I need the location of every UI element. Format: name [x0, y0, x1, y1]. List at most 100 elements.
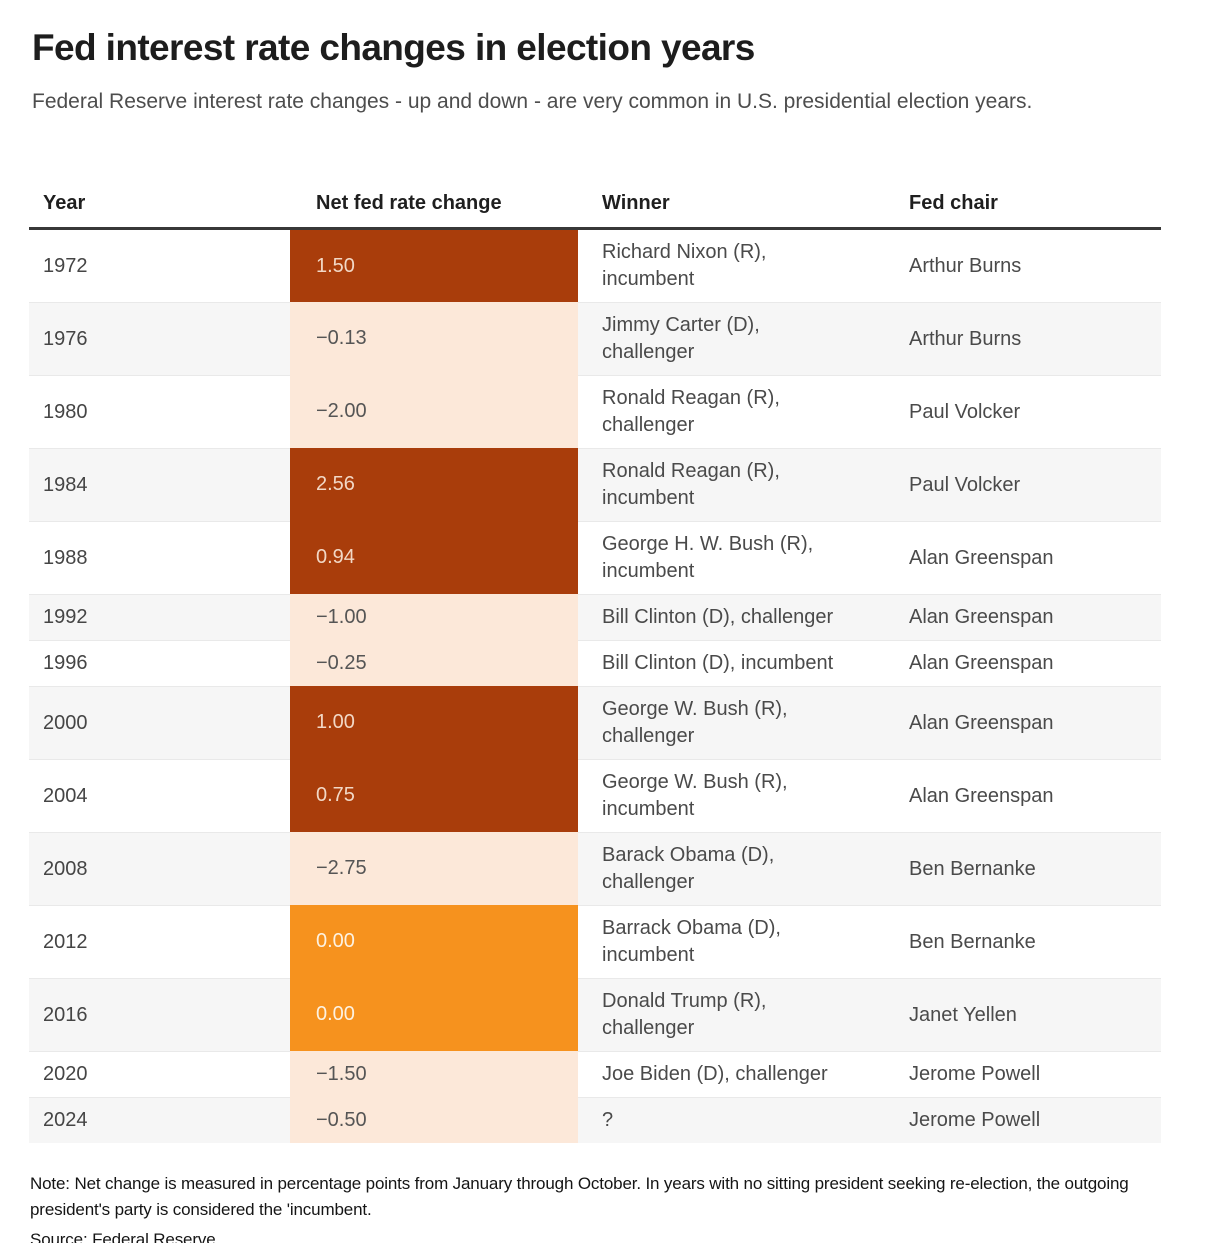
fed-chair-value: Arthur Burns [909, 254, 1022, 277]
column-header-winner: Winner [602, 192, 670, 214]
rate-table: Year Net fed rate change Winner Fed chai… [29, 161, 1161, 1143]
table-row: 1984 2.56 Ronald Reagan (R), incumbent Pa… [29, 448, 1161, 521]
table-body: 1972 1.50 Richard Nixon (R), incumbent Ar… [29, 230, 1161, 1143]
winner-line: Barack Obama (D), [602, 844, 775, 866]
winner-line: challenger [602, 1017, 695, 1039]
rate-change-cell: 0.75 [290, 759, 578, 832]
fed-chair-cell: Alan Greenspan [909, 641, 1161, 686]
rate-change-value: −2.75 [316, 857, 367, 879]
winner-line: George W. Bush (R), [602, 771, 788, 793]
rate-change-value: −2.00 [316, 400, 367, 422]
year-value: 2024 [43, 1109, 88, 1131]
year-value: 1980 [43, 400, 88, 423]
year-value: 1992 [43, 606, 88, 628]
footnote: Note: Net change is measured in percenta… [30, 1174, 1129, 1219]
column-header-year: Year [43, 192, 86, 214]
year-cell: 1988 [29, 522, 290, 594]
year-cell: 1984 [29, 449, 290, 521]
winner-line: incumbent [602, 944, 695, 966]
rate-change-cell: −2.75 [290, 832, 578, 905]
rate-change-value: −1.50 [316, 1062, 367, 1085]
fed-chair-cell: Jerome Powell [909, 1052, 1161, 1097]
fed-chair-value: Paul Volcker [909, 473, 1021, 496]
year-cell: 2004 [29, 760, 290, 832]
year-cell: 2024 [29, 1098, 290, 1143]
fed-chair-value: Ben Bernanke [909, 857, 1036, 880]
year-cell: 2012 [29, 906, 290, 978]
winner-line: Jimmy Carter (D), [602, 314, 760, 336]
table-row: 2016 0.00 Donald Trump (R), challenger Ja… [29, 978, 1161, 1051]
fed-chair-value: Alan Greenspan [909, 652, 1054, 674]
fed-chair-cell: Alan Greenspan [909, 760, 1161, 832]
winner-line: Donald Trump (R), [602, 990, 767, 1012]
rate-change-value: 0.94 [316, 546, 355, 568]
year-value: 2012 [43, 930, 88, 953]
fed-chair-value: Alan Greenspan [909, 784, 1054, 807]
year-value: 2016 [43, 1003, 88, 1026]
table-row: 1992 −1.00 Bill Clinton (D), challenger … [29, 594, 1161, 640]
rate-change-value: 0.75 [316, 784, 355, 806]
year-cell: 1992 [29, 595, 290, 640]
column-header-chair: Fed chair [909, 192, 998, 214]
year-value: 2000 [43, 711, 88, 734]
table-row: 1988 0.94 George H. W. Bush (R), incumben… [29, 521, 1161, 594]
rate-change-cell: 0.00 [290, 905, 578, 978]
table-row: 1976 −0.13 Jimmy Carter (D), challenger A… [29, 302, 1161, 375]
winner-line: Bill Clinton (D), incumbent [602, 652, 834, 674]
page-title: Fed interest rate changes in election ye… [32, 27, 755, 68]
year-value: 2020 [43, 1063, 88, 1085]
rate-change-value: 0.00 [316, 1003, 355, 1025]
fed-chair-cell: Janet Yellen [909, 979, 1161, 1051]
winner-line: Joe Biden (D), challenger [602, 1063, 828, 1085]
winner-line: challenger [602, 341, 695, 363]
fed-chair-value: Jerome Powell [909, 1063, 1041, 1085]
fed-chair-cell: Paul Volcker [909, 449, 1161, 521]
winner-line: Barrack Obama (D), [602, 917, 781, 939]
winner-line: challenger [602, 414, 695, 436]
winner-cell: Bill Clinton (D), incumbent [578, 641, 909, 686]
rate-change-value: 2.56 [316, 473, 355, 495]
winner-line: ? [602, 1109, 614, 1131]
winner-cell: ? [578, 1098, 909, 1143]
rate-change-value: −1.00 [316, 605, 367, 628]
fed-chair-value: Alan Greenspan [909, 606, 1054, 628]
winner-line: George H. W. Bush (R), [602, 533, 814, 555]
rate-change-cell: −0.50 [290, 1097, 578, 1143]
rate-change-cell: 2.56 [290, 448, 578, 521]
winner-line: incumbent [602, 560, 695, 582]
rate-change-cell: 0.00 [290, 978, 578, 1051]
rate-change-cell: 1.00 [290, 686, 578, 759]
winner-line: challenger [602, 871, 695, 893]
fed-chair-value: Paul Volcker [909, 400, 1021, 423]
winner-cell: Bill Clinton (D), challenger [578, 595, 909, 640]
table-row: 1996 −0.25 Bill Clinton (D), incumbent A… [29, 640, 1161, 686]
source-line: Source: Federal Reserve [30, 1230, 216, 1243]
table-row: 2004 0.75 George W. Bush (R), incumbent A… [29, 759, 1161, 832]
year-value: 1976 [43, 327, 88, 350]
rate-change-value: 1.50 [316, 254, 355, 277]
fed-chair-value: Alan Greenspan [909, 546, 1054, 569]
year-cell: 2020 [29, 1052, 290, 1097]
fed-chair-cell: Ben Bernanke [909, 906, 1161, 978]
year-cell: 2016 [29, 979, 290, 1051]
rate-change-cell: −0.25 [290, 640, 578, 686]
fed-chair-value: Jerome Powell [909, 1109, 1041, 1131]
year-value: 1984 [43, 473, 88, 496]
rate-change-cell: 0.94 [290, 521, 578, 594]
winner-line: incumbent [602, 798, 695, 820]
year-value: 2008 [43, 857, 88, 880]
winner-cell: Joe Biden (D), challenger [578, 1052, 909, 1097]
fed-chair-cell: Arthur Burns [909, 230, 1161, 302]
winner-cell: George H. W. Bush (R), incumbent [578, 522, 909, 594]
column-header-rate: Net fed rate change [316, 192, 502, 214]
fed-chair-cell: Paul Volcker [909, 376, 1161, 448]
rate-change-cell: −2.00 [290, 375, 578, 448]
year-cell: 1996 [29, 641, 290, 686]
fed-chair-value: Alan Greenspan [909, 711, 1054, 734]
table-header-row: Year Net fed rate change Winner Fed chai… [29, 161, 1161, 230]
table-row: 2000 1.00 George W. Bush (R), challenger … [29, 686, 1161, 759]
table-row: 2008 −2.75 Barack Obama (D), challenger B… [29, 832, 1161, 905]
fed-chair-cell: Alan Greenspan [909, 595, 1161, 640]
fed-chair-cell: Ben Bernanke [909, 833, 1161, 905]
